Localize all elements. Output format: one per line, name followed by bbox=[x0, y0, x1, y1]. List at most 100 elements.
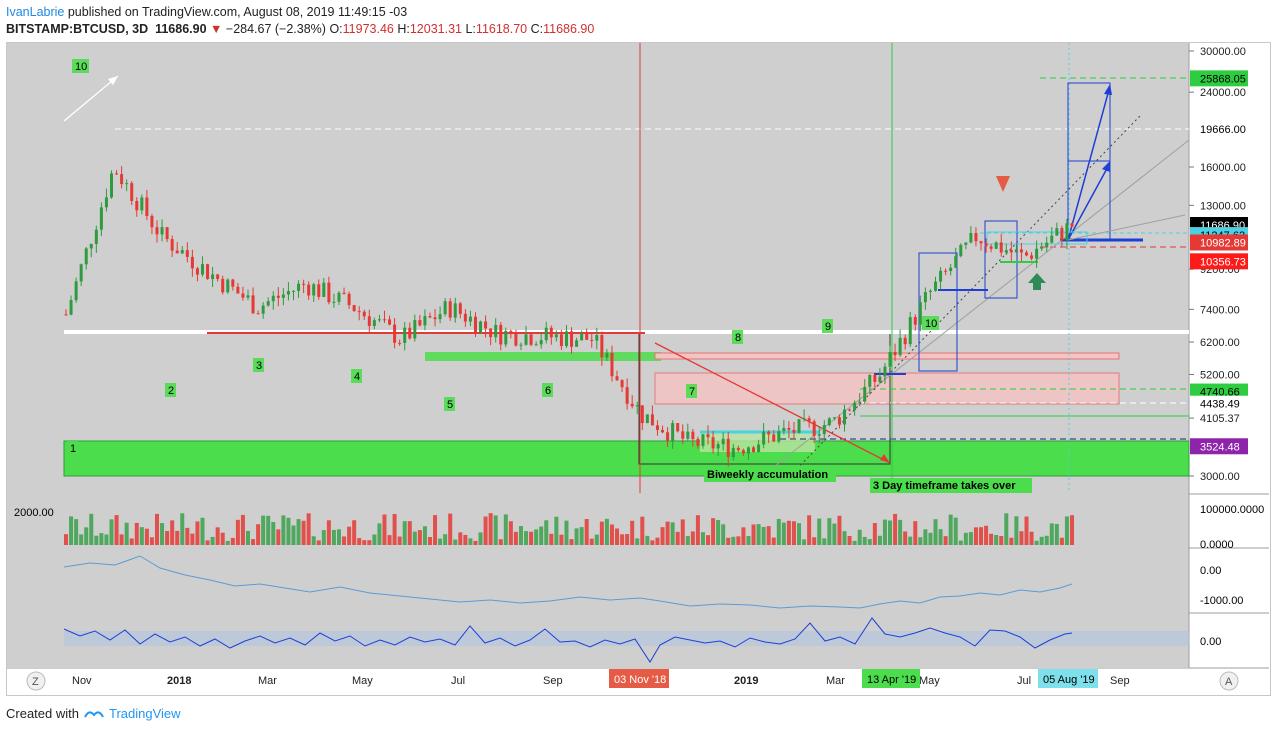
candle-body bbox=[954, 256, 958, 268]
volume-bar bbox=[731, 536, 736, 545]
volume-bar bbox=[493, 515, 498, 545]
time-tick-label: Nov bbox=[72, 675, 92, 687]
candle-body bbox=[752, 447, 756, 452]
tradingview-link[interactable]: TradingView bbox=[108, 706, 181, 721]
candle-body bbox=[949, 267, 953, 272]
time-axis[interactable]: Nov 2018 Mar May Jul Sep 2019 Mar May Jul Sep bbox=[72, 675, 1130, 687]
volume-bar bbox=[468, 538, 473, 545]
volume-bar bbox=[877, 535, 882, 545]
price-axis[interactable]: 30000.0024000.0016000.0013000.009200.007… bbox=[1189, 46, 1246, 483]
candle-body bbox=[883, 366, 887, 377]
volume-bar bbox=[342, 536, 347, 545]
osc1-tick-neg: -1000.00 bbox=[1200, 595, 1243, 607]
candle-body bbox=[453, 303, 457, 318]
candle-body bbox=[721, 438, 725, 445]
zone-green-band bbox=[425, 352, 661, 361]
volume-bar bbox=[165, 530, 170, 545]
volume-bar bbox=[938, 529, 943, 545]
candle-body bbox=[195, 268, 199, 275]
candle-body bbox=[448, 301, 452, 318]
time-tick-label: Jul bbox=[451, 675, 465, 687]
volume-bar bbox=[301, 520, 306, 545]
volume-bar bbox=[69, 516, 74, 545]
wave-label: 4 bbox=[354, 371, 360, 383]
volume-bar bbox=[170, 520, 175, 545]
volume-bar bbox=[433, 515, 438, 545]
volume-bar bbox=[397, 536, 402, 545]
candle-body bbox=[863, 386, 867, 402]
candle-body bbox=[104, 197, 108, 208]
candle-body bbox=[200, 264, 204, 275]
volume-bar bbox=[508, 521, 513, 545]
price-tick-label: 13000.00 bbox=[1200, 200, 1246, 212]
candle-body bbox=[873, 375, 877, 382]
candle-body bbox=[777, 431, 781, 442]
zoom-button[interactable] bbox=[26, 671, 46, 691]
volume-bar bbox=[645, 535, 650, 545]
candle-body bbox=[570, 331, 574, 347]
down-arrow-icon: ▼ bbox=[210, 22, 223, 36]
volume-bar bbox=[539, 526, 544, 545]
candle-body bbox=[216, 274, 220, 279]
candle-body bbox=[256, 313, 260, 315]
candle-body bbox=[514, 332, 518, 346]
auto-scale-button[interactable] bbox=[1219, 671, 1239, 691]
volume-bar bbox=[245, 530, 250, 545]
candle-body bbox=[403, 327, 407, 343]
candle-body bbox=[620, 380, 624, 388]
volume-bar bbox=[706, 535, 711, 545]
volume-bar bbox=[372, 534, 377, 545]
volume-bar bbox=[918, 537, 923, 545]
candle-body bbox=[458, 303, 462, 314]
red-arrow-line bbox=[654, 342, 891, 464]
volume-bar bbox=[347, 526, 352, 545]
candle-body bbox=[140, 197, 144, 211]
candle-body bbox=[165, 227, 169, 240]
candle-body bbox=[645, 414, 649, 424]
candle-body bbox=[332, 301, 336, 303]
volume-bar bbox=[488, 513, 493, 545]
volume-bar bbox=[756, 524, 761, 545]
candle-body bbox=[509, 330, 513, 333]
wave-label: 6 bbox=[545, 385, 551, 397]
candle-body bbox=[302, 283, 306, 285]
time-tick-label: 2018 bbox=[167, 675, 191, 687]
candle-body bbox=[1009, 250, 1013, 253]
candle-body bbox=[519, 344, 523, 346]
price-tick-label: 7400.00 bbox=[1200, 304, 1240, 316]
candle-body bbox=[878, 376, 882, 382]
candle-body bbox=[489, 328, 493, 338]
candle-body bbox=[211, 274, 215, 280]
volume-bar bbox=[149, 537, 154, 545]
volume-bar bbox=[1014, 516, 1019, 545]
candle-body bbox=[160, 227, 164, 235]
volume-bar bbox=[579, 527, 584, 545]
candle-body bbox=[175, 250, 179, 254]
candle-body bbox=[388, 319, 392, 325]
volume-bar bbox=[716, 519, 721, 545]
price-label-text: 25868.05 bbox=[1200, 73, 1246, 85]
author-name[interactable]: IvanLabrie bbox=[6, 5, 65, 19]
candle-body bbox=[564, 331, 568, 347]
volume-bar bbox=[559, 534, 564, 545]
volume-bar bbox=[594, 534, 599, 545]
volume-bar bbox=[453, 539, 458, 545]
candle-body bbox=[297, 283, 301, 291]
volume-bar bbox=[660, 527, 665, 545]
symbol-name: BITSTAMP:BTCUSD, 3D bbox=[6, 22, 149, 36]
candle-body bbox=[969, 232, 973, 243]
volume-bar bbox=[933, 519, 938, 545]
volume-bar bbox=[513, 531, 518, 545]
candle-body bbox=[185, 250, 189, 257]
candle-body bbox=[595, 335, 599, 341]
volume-bar bbox=[352, 520, 357, 545]
candle-body bbox=[984, 243, 988, 247]
candle-body bbox=[84, 248, 88, 265]
volume-bar bbox=[220, 532, 225, 545]
volume-bar bbox=[74, 519, 79, 545]
volume-bar bbox=[160, 523, 165, 545]
candle-body bbox=[706, 434, 710, 438]
candle-body bbox=[150, 215, 154, 228]
volume-bar bbox=[240, 514, 245, 545]
